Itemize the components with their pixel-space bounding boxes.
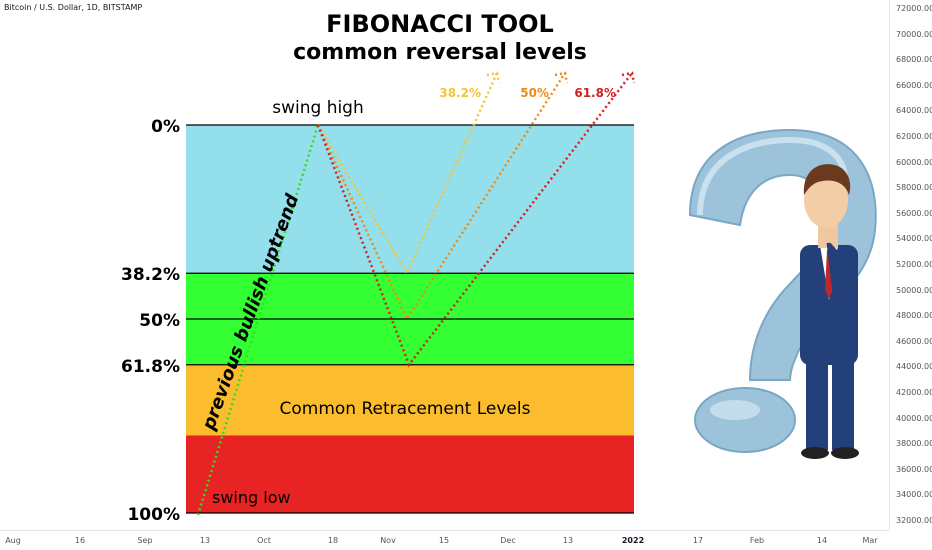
price-tick-label: 54000.00 [896, 234, 932, 244]
price-tick-label: 46000.00 [896, 336, 932, 346]
chart-title-line1: FIBONACCI TOOL [326, 10, 554, 38]
price-tick-label: 34000.00 [896, 490, 932, 500]
price-tick-label: 56000.00 [896, 208, 932, 218]
swing-high-label: swing high [272, 98, 364, 118]
time-tick-label: Aug [5, 536, 21, 545]
time-tick-label: Dec [500, 536, 516, 545]
price-tick-label: 32000.00 [896, 516, 932, 525]
price-tick-label: 68000.00 [896, 55, 932, 65]
retracement-path-label-1: 50% [520, 86, 549, 100]
time-tick-label: 15 [438, 536, 450, 545]
chart-title-line2: common reversal levels [293, 40, 587, 65]
retracement-path-label-0: 38.2% [439, 86, 481, 100]
fib-zone-3 [186, 435, 634, 513]
time-tick-label: 16 [74, 536, 86, 545]
time-tick-label: Mar [862, 536, 878, 545]
price-tick-label: 72000.00 [896, 4, 932, 13]
retracement-path-label-2: 61.8% [574, 86, 616, 100]
price-tick-label: 70000.00 [896, 29, 932, 39]
retracement-path-1 [316, 72, 567, 322]
time-tick-label: Nov [380, 536, 396, 545]
retracement-arrow-1 [554, 71, 569, 84]
fib-level-label-0: 0% [151, 117, 180, 137]
price-tick-label: 40000.00 [896, 413, 932, 423]
fib-level-labels: 0% 38.2% 50% 61.8% 100% [121, 117, 180, 525]
price-tick-label: 50000.00 [896, 285, 932, 295]
fib-level-label-4: 100% [127, 505, 180, 525]
price-tick-label: 42000.00 [896, 388, 932, 397]
retracement-arrow-2 [621, 71, 636, 84]
time-tick-label: 2022 [621, 536, 645, 545]
thinking-man-icon [800, 164, 859, 459]
price-tick-label: 52000.00 [896, 260, 932, 269]
fib-level-label-3: 61.8% [121, 357, 180, 377]
zone-label: Common Retracement Levels [280, 399, 531, 419]
symbol-label: Bitcoin / U.S. Dollar, 1D, BITSTAMP [4, 3, 143, 12]
retracement-paths: 38.2% 50% 61.8% [196, 71, 636, 516]
price-tick-label: 62000.00 [896, 132, 932, 141]
time-tick-label: Oct [257, 536, 271, 545]
time-tick-label: 13 [199, 536, 211, 545]
time-tick-label: 18 [327, 536, 339, 545]
retracement-arrow-0 [486, 71, 501, 84]
fib-level-lines [186, 124, 634, 514]
time-tick-label: Feb [749, 536, 765, 545]
fib-level-label-2: 50% [139, 311, 180, 331]
time-tick-label: Sep [137, 536, 153, 545]
uptrend-path [196, 124, 320, 516]
time-axis-divider [0, 530, 889, 531]
fib-zone-0 [186, 125, 634, 274]
retracement-path-2 [316, 72, 633, 368]
time-tick-label: 17 [692, 536, 704, 545]
price-tick-label: 64000.00 [896, 106, 932, 116]
price-tick-label: 36000.00 [896, 464, 932, 474]
price-tick-label: 38000.00 [896, 439, 932, 449]
price-axis-divider [889, 0, 890, 530]
price-tick-label: 44000.00 [896, 362, 932, 372]
price-tick-label: 48000.00 [896, 311, 932, 321]
fib-level-label-1: 38.2% [121, 265, 180, 285]
time-tick-label: 14 [816, 536, 828, 545]
price-tick-label: 60000.00 [896, 157, 932, 167]
time-tick-label: 13 [562, 536, 574, 545]
swing-low-label: swing low [212, 488, 291, 507]
price-tick-label: 66000.00 [896, 80, 932, 90]
price-tick-label: 58000.00 [896, 183, 932, 193]
fib-zone-2 [186, 364, 634, 436]
